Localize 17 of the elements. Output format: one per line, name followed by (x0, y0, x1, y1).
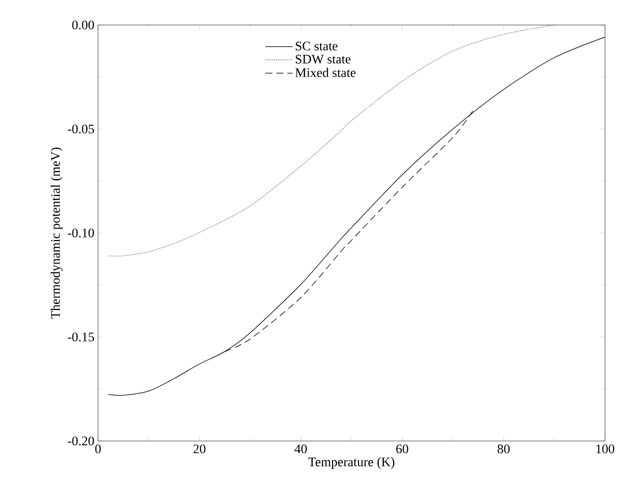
x-tick-label: 80 (498, 444, 510, 454)
x-tick-label: 20 (193, 444, 206, 454)
x-tick-label: 60 (396, 444, 408, 454)
y-axis-title: Thermodynamic potential (meV) (50, 148, 63, 319)
y-tick-label: -0.10 (68, 228, 94, 238)
x-tick-label: 100 (596, 444, 614, 454)
y-tick-label: -0.15 (68, 332, 94, 342)
legend-label: SDW state (296, 54, 350, 64)
y-tick-label: -0.05 (68, 124, 94, 134)
line-series (224, 110, 474, 352)
x-tick-label: 40 (294, 444, 307, 454)
y-tick-label: -0.20 (68, 436, 94, 446)
y-tick-label: 0.00 (72, 20, 94, 30)
legend-label: Mixed state (295, 68, 356, 78)
x-tick-label: 0 (95, 444, 101, 454)
legend-label: SC state (296, 42, 338, 50)
x-axis-title: Temperature (K) (308, 457, 394, 469)
